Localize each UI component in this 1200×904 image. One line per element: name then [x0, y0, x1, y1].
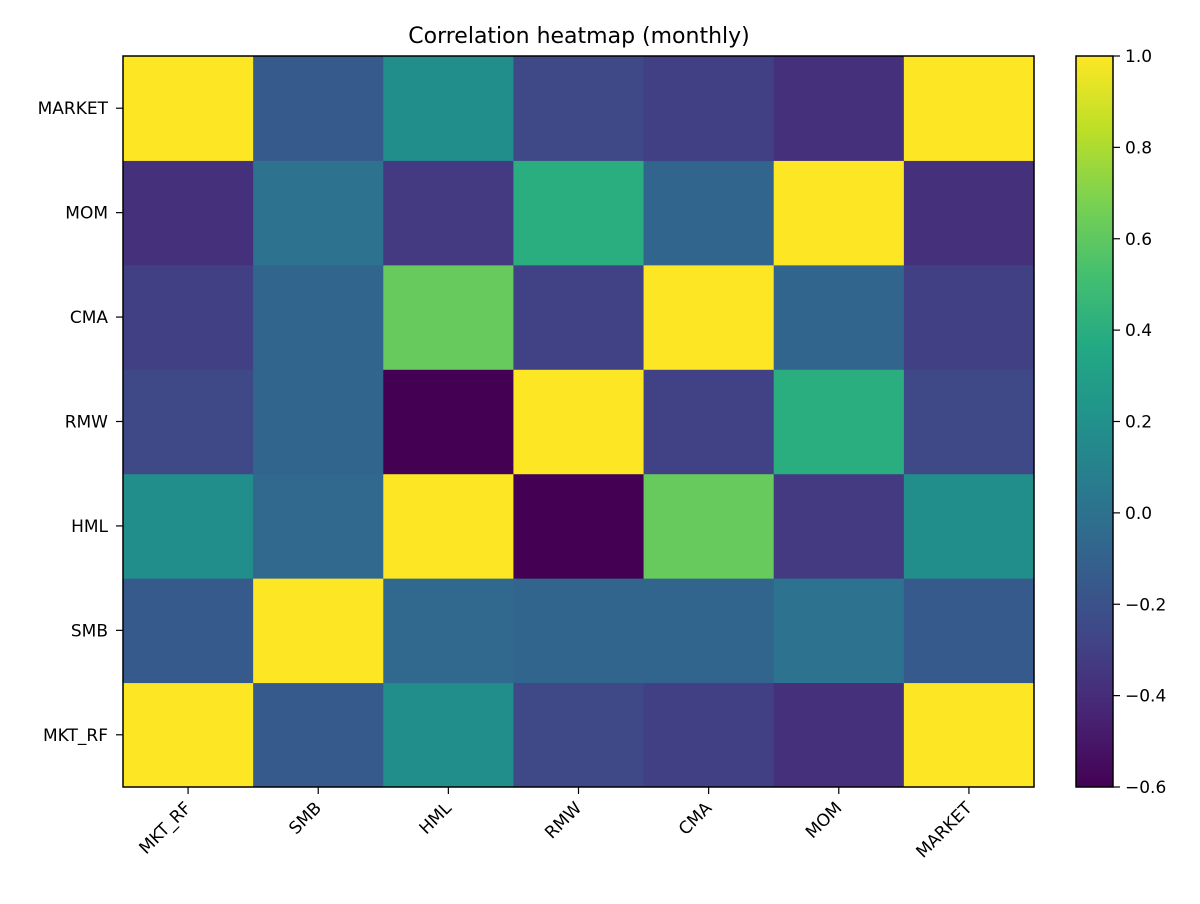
heatmap-cell-market-rmw	[513, 56, 645, 161]
y-tick-label: CMA	[70, 308, 109, 328]
heatmap-cell-mom-mom	[773, 160, 905, 266]
y-tick-label: MOM	[65, 204, 108, 224]
heatmap-cell-mkt_rf-mkt_rf	[123, 682, 254, 788]
colorbar-tick-label: 0.8	[1125, 138, 1152, 158]
heatmap-cell-rmw-cma	[643, 369, 775, 475]
heatmap-cell-hml-mkt_rf	[123, 473, 254, 579]
x-tick-label: RMW	[541, 798, 586, 843]
heatmap-cell-smb-hml	[383, 578, 514, 684]
heatmap-cell-cma-smb	[253, 264, 384, 370]
heatmap-cell-hml-cma	[643, 473, 775, 579]
colorbar-tick-label: 0.0	[1125, 504, 1152, 524]
colorbar-tick-label: −0.2	[1125, 595, 1166, 615]
colorbar-tick-label: 0.2	[1125, 413, 1152, 433]
x-tick-label: CMA	[675, 798, 716, 839]
colorbar-ticks: 1.0 0.8 0.6 0.4 0.2 0.0 −0.2 −0.4 −0.6	[1113, 47, 1166, 798]
heatmap-cell-cma-mom	[773, 264, 905, 370]
heatmap-cell-smb-rmw	[513, 578, 645, 684]
heatmap-cell-mkt_rf-rmw	[513, 682, 645, 788]
colorbar-tick-label: 1.0	[1125, 47, 1152, 67]
colorbar-gradient	[1076, 56, 1113, 787]
heatmap-cell-hml-smb	[253, 473, 384, 579]
heatmap-cell-smb-mom	[773, 578, 905, 684]
heatmap-cell-smb-cma	[643, 578, 775, 684]
heatmap-cell-rmw-mkt_rf	[123, 369, 254, 475]
colorbar-tick-label: −0.6	[1125, 778, 1166, 798]
heatmap-cell-rmw-market	[903, 369, 1035, 475]
heatmap-cell-cma-cma	[643, 264, 775, 370]
heatmap-cell-rmw-rmw	[513, 369, 645, 475]
heatmap-cell-hml-hml	[383, 473, 514, 579]
heatmap-cell-mom-smb	[253, 160, 384, 266]
heatmap-cell-market-market	[903, 56, 1035, 161]
colorbar: 1.0 0.8 0.6 0.4 0.2 0.0 −0.2 −0.4 −0.6	[1075, 47, 1166, 798]
colorbar-tick-label: 0.6	[1125, 230, 1152, 250]
heatmap-cell-mkt_rf-cma	[643, 682, 775, 788]
heatmap-cell-rmw-smb	[253, 369, 384, 475]
y-tick-label: RMW	[65, 413, 108, 433]
heatmap-cell-rmw-mom	[773, 369, 905, 475]
heatmap-cell-market-cma	[643, 56, 775, 161]
heatmap-cell-smb-mkt_rf	[123, 578, 254, 684]
colorbar-tick-label: −0.4	[1125, 687, 1166, 707]
heatmap-cell-mkt_rf-hml	[383, 682, 514, 788]
heatmap-cell-mom-rmw	[513, 160, 645, 266]
heatmap-cell-market-smb	[253, 56, 384, 161]
y-tick-label: MARKET	[38, 99, 109, 119]
heatmap-cell-cma-mkt_rf	[123, 264, 254, 370]
heatmap-cell-hml-market	[903, 473, 1035, 579]
heatmap-cell-smb-market	[903, 578, 1035, 684]
heatmap-cell-cma-hml	[383, 264, 514, 370]
colorbar-tick-label: 0.4	[1125, 321, 1152, 341]
heatmap-cell-mom-cma	[643, 160, 775, 266]
heatmap-cell-market-hml	[383, 56, 514, 161]
heatmap-cell-mom-mkt_rf	[123, 160, 254, 266]
heatmap-cells	[123, 56, 1035, 788]
y-tick-label: HML	[71, 517, 108, 537]
heatmap-cell-mkt_rf-smb	[253, 682, 384, 788]
heatmap-cell-market-mkt_rf	[123, 56, 254, 161]
heatmap-cell-mkt_rf-mom	[773, 682, 905, 788]
x-axis-ticks: MKT_RF SMB HML RMW CMA MOM MARKET	[136, 787, 977, 862]
x-tick-label: SMB	[285, 798, 325, 838]
heatmap-cell-mom-market	[903, 160, 1035, 266]
y-axis-ticks: MKT_RF SMB HML RMW CMA MOM MARKET	[38, 99, 123, 746]
x-tick-label: HML	[416, 798, 457, 839]
x-tick-label: MARKET	[913, 798, 977, 862]
heatmap-cell-mkt_rf-market	[903, 682, 1035, 788]
heatmap-cell-cma-rmw	[513, 264, 645, 370]
y-tick-label: SMB	[71, 621, 108, 641]
heatmap-cell-mom-hml	[383, 160, 514, 266]
heatmap-cell-rmw-hml	[383, 369, 514, 475]
x-tick-label: MKT_RF	[136, 798, 196, 858]
heatmap-cell-smb-smb	[253, 578, 384, 684]
heatmap-cell-hml-mom	[773, 473, 905, 579]
heatmap-cell-hml-rmw	[513, 473, 645, 579]
chart-title: Correlation heatmap (monthly)	[408, 24, 749, 49]
heatmap-cell-market-mom	[773, 56, 905, 161]
x-tick-label: MOM	[802, 798, 846, 842]
y-tick-label: MKT_RF	[43, 726, 108, 746]
heatmap-cell-cma-market	[903, 264, 1035, 370]
